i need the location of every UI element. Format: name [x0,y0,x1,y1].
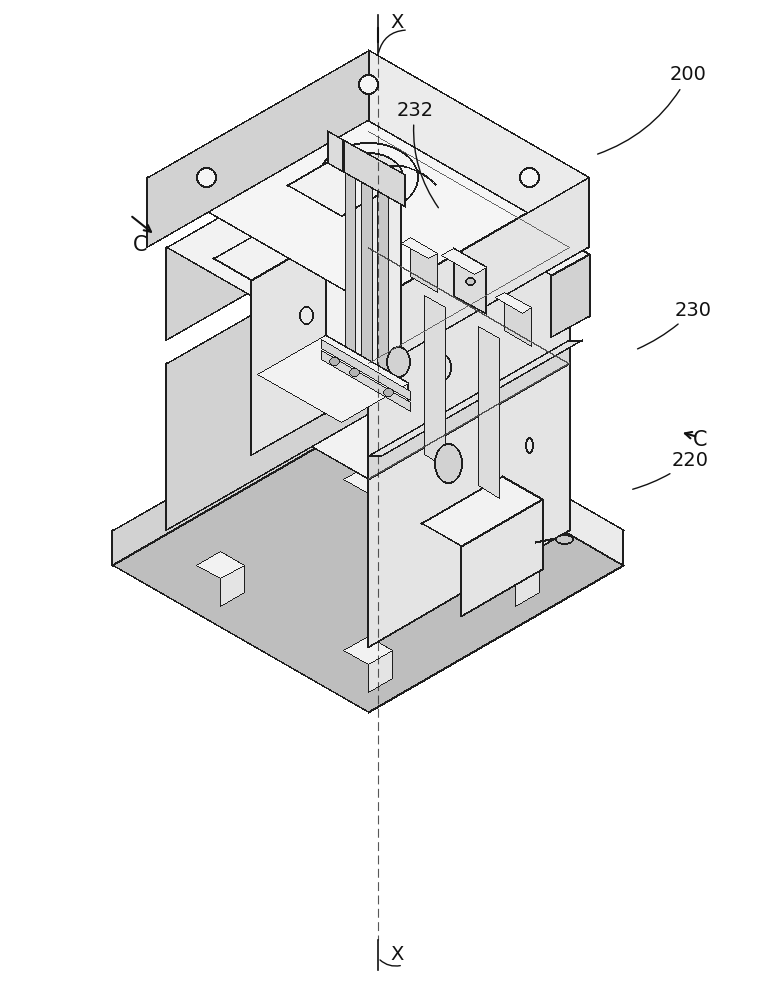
Text: X: X [390,945,403,964]
Text: C: C [132,235,147,255]
Text: 232: 232 [396,101,438,208]
Text: C: C [693,430,707,450]
Text: X: X [390,13,403,32]
Text: 200: 200 [597,66,707,154]
Text: 230: 230 [638,300,712,349]
Text: 220: 220 [632,450,709,489]
